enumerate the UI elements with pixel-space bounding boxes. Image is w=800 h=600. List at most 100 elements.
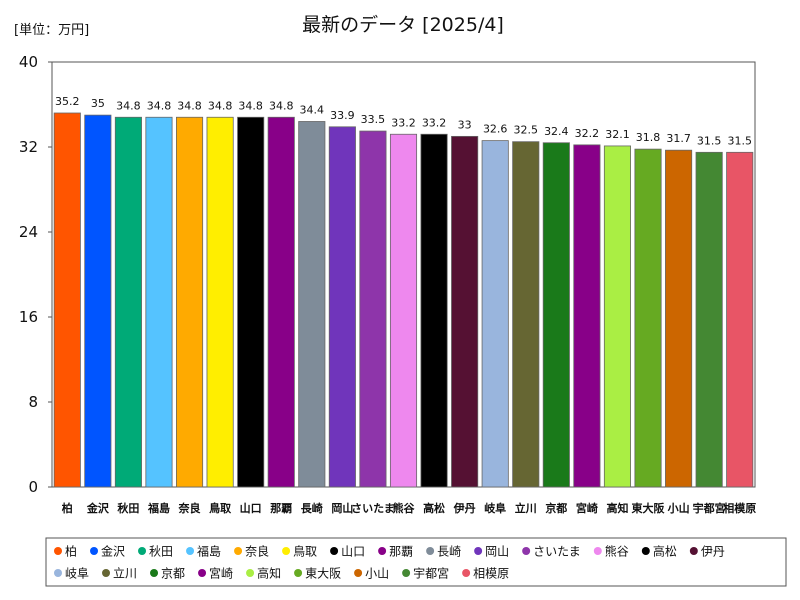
x-tick-label: 宇都宮 bbox=[693, 501, 726, 515]
x-tick-label: 山口 bbox=[240, 501, 262, 515]
unit-label: [単位：万円] bbox=[14, 22, 89, 38]
data-label: 31.5 bbox=[727, 134, 752, 147]
y-axis: 0 8 16 24 32 40 bbox=[19, 53, 52, 496]
legend-entry: 福島 bbox=[197, 544, 221, 559]
bar bbox=[237, 116, 265, 488]
x-tick-label: 金沢 bbox=[86, 501, 110, 515]
legend-marker bbox=[138, 547, 147, 555]
data-label: 31.5 bbox=[697, 134, 722, 147]
bar bbox=[359, 130, 387, 488]
legend-entry: 高松 bbox=[653, 544, 677, 559]
legend-entry: 伊丹 bbox=[701, 545, 725, 559]
x-tick-label: 熊谷 bbox=[393, 501, 416, 515]
x-tick-label: 福島 bbox=[147, 501, 170, 515]
legend-entry: 小山 bbox=[365, 567, 389, 581]
legend-entry: 熊谷 bbox=[605, 544, 629, 559]
bar bbox=[726, 151, 754, 488]
legend-marker bbox=[150, 569, 159, 577]
legend-marker bbox=[522, 547, 531, 555]
bar bbox=[634, 148, 662, 488]
legend-box bbox=[45, 537, 787, 587]
legend-entry: さいたま bbox=[533, 545, 581, 559]
legend-marker bbox=[294, 569, 303, 577]
bar bbox=[603, 145, 631, 488]
y-tick-label: 16 bbox=[19, 308, 38, 326]
bar bbox=[145, 116, 173, 488]
bar bbox=[114, 116, 142, 488]
legend-marker bbox=[234, 547, 243, 555]
legend-entry: 鳥取 bbox=[293, 544, 317, 559]
legend-marker bbox=[330, 547, 339, 555]
legend-marker bbox=[402, 569, 411, 577]
data-label: 32.2 bbox=[575, 127, 600, 140]
legend-marker bbox=[198, 569, 207, 577]
legend-marker bbox=[641, 547, 650, 555]
x-tick-label: 高松 bbox=[423, 501, 445, 515]
legend-entry: 岐阜 bbox=[65, 567, 89, 581]
data-label: 35 bbox=[91, 97, 105, 110]
legend-marker bbox=[689, 547, 698, 555]
legend-marker bbox=[426, 547, 435, 555]
x-tick-label: 岡山 bbox=[331, 501, 353, 515]
legend-entry: 金沢 bbox=[101, 544, 125, 559]
legend-marker bbox=[593, 547, 602, 555]
legend-marker bbox=[378, 547, 387, 555]
x-tick-label: 小山 bbox=[667, 501, 690, 515]
x-tick-label: 鳥取 bbox=[209, 501, 231, 515]
legend-marker bbox=[54, 569, 62, 577]
data-label: 33.2 bbox=[391, 116, 416, 129]
data-label: 35.2 bbox=[55, 95, 80, 108]
x-tick-label: 秋田 bbox=[117, 501, 139, 515]
legend-entry: 山口 bbox=[341, 545, 365, 559]
y-tick-label: 32 bbox=[19, 138, 38, 156]
data-label: 33 bbox=[458, 118, 472, 131]
legend-entry: 高知 bbox=[257, 566, 281, 581]
legend-entry: 京都 bbox=[161, 567, 185, 581]
x-tick-label: 相模原 bbox=[723, 501, 756, 515]
data-label: 32.1 bbox=[605, 128, 630, 141]
y-tick-label: 0 bbox=[28, 478, 38, 496]
x-tick-label: 東大阪 bbox=[632, 501, 666, 515]
legend-entry: 那覇 bbox=[389, 545, 413, 559]
data-label: 33.9 bbox=[330, 109, 355, 122]
y-tick-label: 24 bbox=[19, 223, 38, 241]
bar bbox=[267, 116, 295, 488]
legend-marker bbox=[354, 569, 363, 577]
data-label: 34.4 bbox=[300, 104, 325, 117]
x-tick-label: 那覇 bbox=[270, 502, 292, 515]
x-tick-label: 奈良 bbox=[178, 501, 201, 515]
bar bbox=[53, 112, 81, 488]
bar bbox=[84, 114, 112, 488]
data-label: 34.8 bbox=[147, 99, 172, 112]
legend-marker bbox=[474, 547, 483, 555]
bar bbox=[542, 142, 570, 488]
x-tick-label: 宮崎 bbox=[576, 501, 598, 515]
legend-entry: 宇都宮 bbox=[413, 566, 449, 581]
bar bbox=[451, 135, 479, 488]
x-tick-label: 岐阜 bbox=[484, 501, 506, 515]
legend-marker bbox=[54, 547, 62, 555]
bar bbox=[665, 149, 693, 488]
legend-entry: 相模原 bbox=[473, 567, 509, 581]
legend-marker bbox=[462, 569, 471, 577]
legend-entry: 岡山 bbox=[485, 545, 509, 559]
bar bbox=[176, 116, 204, 488]
legend-entry: 奈良 bbox=[245, 544, 269, 559]
bar-series bbox=[53, 112, 754, 488]
data-label: 34.8 bbox=[208, 99, 233, 112]
legend-entry: 東大阪 bbox=[305, 567, 341, 581]
legend-marker bbox=[186, 547, 195, 555]
legend-marker bbox=[102, 569, 111, 577]
data-label: 32.6 bbox=[483, 123, 508, 136]
x-tick-label: 京都 bbox=[545, 501, 567, 515]
bar bbox=[298, 121, 326, 488]
bar bbox=[695, 151, 723, 488]
bar bbox=[512, 141, 540, 488]
y-tick-label: 8 bbox=[28, 393, 38, 411]
chart-title: 最新のデータ [2025/4] bbox=[302, 14, 504, 36]
data-label: 34.8 bbox=[177, 99, 202, 112]
data-label: 33.5 bbox=[361, 113, 386, 126]
legend-entry: 長崎 bbox=[437, 545, 461, 559]
